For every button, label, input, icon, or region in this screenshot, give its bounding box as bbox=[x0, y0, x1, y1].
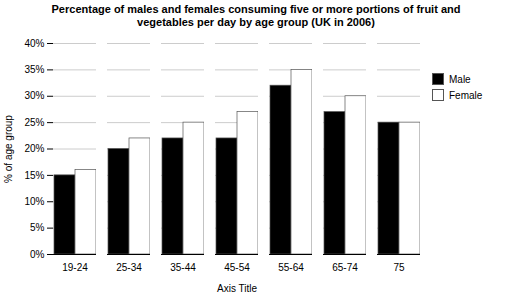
svg-text:% of age group: % of age group bbox=[3, 115, 14, 183]
svg-text:35-44: 35-44 bbox=[170, 262, 196, 273]
svg-text:65-74: 65-74 bbox=[332, 262, 358, 273]
svg-text:35%: 35% bbox=[24, 64, 44, 75]
svg-text:30%: 30% bbox=[24, 90, 44, 101]
svg-text:19-24: 19-24 bbox=[62, 262, 88, 273]
svg-text:15%: 15% bbox=[24, 170, 44, 181]
svg-text:20%: 20% bbox=[24, 143, 44, 154]
svg-text:5%: 5% bbox=[30, 222, 45, 233]
svg-text:45-54: 45-54 bbox=[224, 262, 250, 273]
html-text:Female: Female bbox=[449, 89, 483, 101]
svg-text:25%: 25% bbox=[24, 117, 44, 128]
svg-text:25-34: 25-34 bbox=[116, 262, 142, 273]
html-text:Percentage of males and female: Percentage of males and females consumin… bbox=[51, 3, 461, 28]
svg-text:75: 75 bbox=[393, 262, 405, 273]
svg-text:0%: 0% bbox=[30, 249, 45, 260]
svg-text:Axis Title: Axis Title bbox=[217, 283, 257, 294]
svg-text:40%: 40% bbox=[24, 38, 44, 49]
svg-text:55-64: 55-64 bbox=[278, 262, 304, 273]
svg-text:10%: 10% bbox=[24, 196, 44, 207]
html-text:Male: Male bbox=[449, 73, 471, 85]
